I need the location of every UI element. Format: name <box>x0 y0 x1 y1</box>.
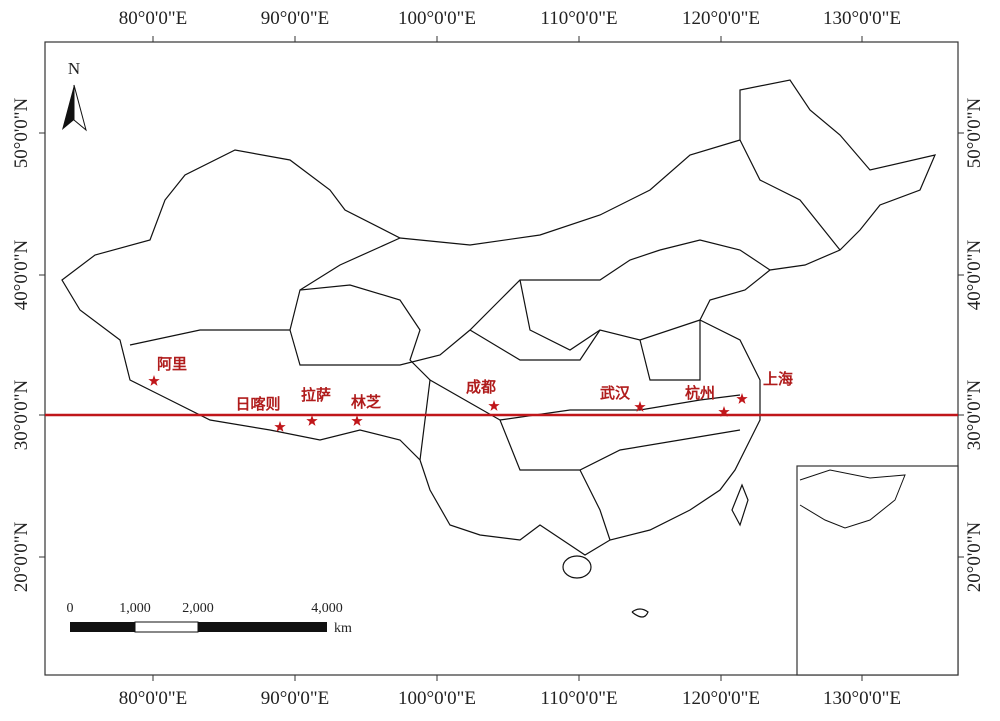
city-label: 上海 <box>763 370 793 388</box>
city-label: 成都 <box>466 378 496 396</box>
inset-frame <box>796 465 959 676</box>
right-coord-label: 50°0'0"N <box>964 97 985 168</box>
right-coord-label: 20°0'0"N <box>964 521 985 592</box>
top-coord-label: 120°0'0"E <box>682 8 760 29</box>
city-label: 杭州 <box>685 384 715 402</box>
scale-label: 4,000 <box>311 601 343 616</box>
scale-label: 2,000 <box>182 601 214 616</box>
left-coord-label: 20°0'0"N <box>11 521 32 592</box>
top-coord-label: 100°0'0"E <box>398 8 476 29</box>
city-star <box>718 406 730 417</box>
bottom-coord-label: 80°0'0"E <box>119 688 187 709</box>
city-label: 阿里 <box>157 355 187 373</box>
city-label: 林芝 <box>351 393 381 411</box>
city-star <box>736 393 748 404</box>
city-star <box>148 375 160 386</box>
scale-bar: km <box>70 621 352 636</box>
city-label: 日喀则 <box>235 395 280 413</box>
bottom-coord-label: 130°0'0"E <box>823 688 901 709</box>
top-coord-label: 90°0'0"E <box>261 8 329 29</box>
city-label: 拉萨 <box>301 386 331 404</box>
north-label: N <box>68 59 80 78</box>
china-outline <box>61 79 937 618</box>
left-coord-label: 50°0'0"N <box>11 97 32 168</box>
scale-segment <box>198 622 327 632</box>
scale-segment <box>70 622 135 632</box>
scale-label: 0 <box>67 601 74 616</box>
city-label: 武汉 <box>600 384 631 402</box>
city-star <box>306 415 318 426</box>
north-arrow: N <box>62 59 87 132</box>
scale-segment <box>134 621 199 633</box>
city-star <box>488 400 500 411</box>
scale-unit: km <box>334 621 352 636</box>
bottom-coord-label: 100°0'0"E <box>398 688 476 709</box>
inset-outline <box>799 469 906 529</box>
bottom-coord-label: 90°0'0"E <box>261 688 329 709</box>
top-coord-label: 130°0'0"E <box>823 8 901 29</box>
bottom-coord-label: 120°0'0"E <box>682 688 760 709</box>
city-star <box>274 421 286 432</box>
right-coord-label: 30°0'0"N <box>964 379 985 450</box>
left-coord-label: 40°0'0"N <box>11 239 32 310</box>
top-coord-label: 110°0'0"E <box>540 8 617 29</box>
left-coord-label: 30°0'0"N <box>11 379 32 450</box>
top-coord-label: 80°0'0"E <box>119 8 187 29</box>
right-coord-label: 40°0'0"N <box>964 239 985 310</box>
city-star <box>351 415 363 426</box>
scale-label: 1,000 <box>119 601 151 616</box>
bottom-coord-label: 110°0'0"E <box>540 688 617 709</box>
city-star <box>634 401 646 412</box>
